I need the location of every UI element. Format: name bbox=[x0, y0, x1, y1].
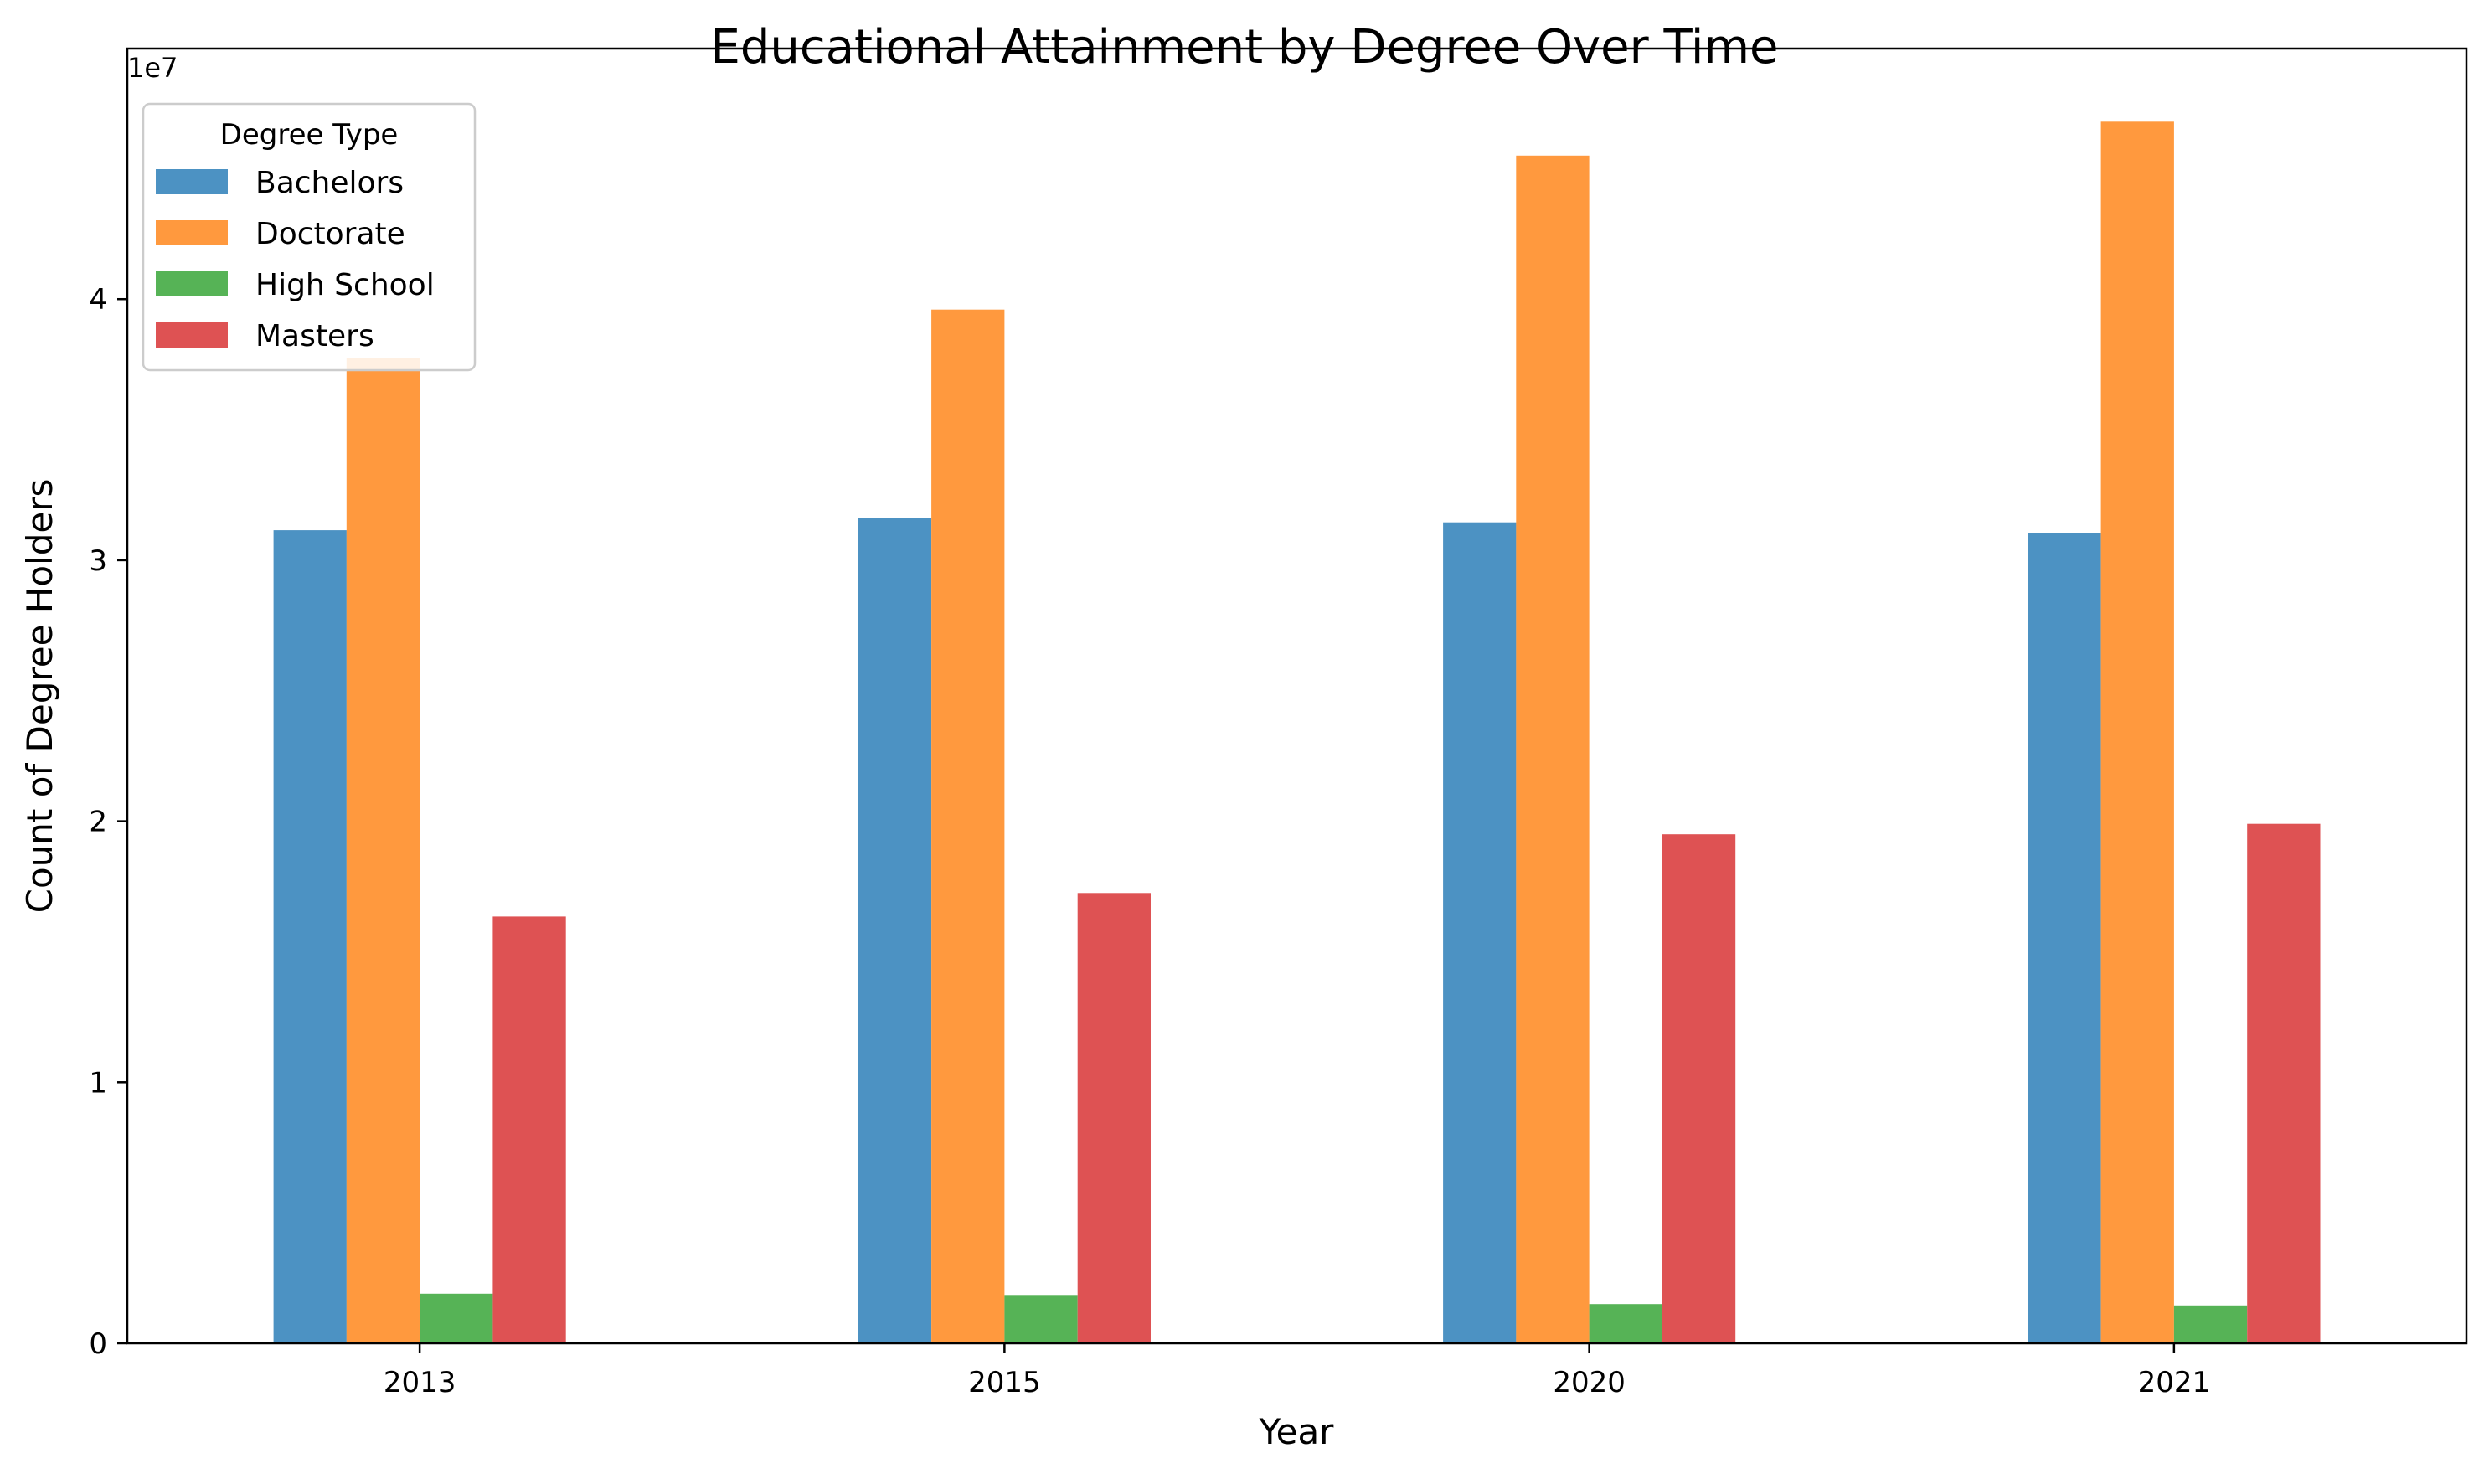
y-tick-label: 2 bbox=[89, 806, 107, 839]
x-axis-label: Year bbox=[1259, 1411, 1335, 1452]
legend-label-masters: Masters bbox=[255, 319, 374, 353]
bars-layer bbox=[273, 121, 2321, 1344]
bar-bachelors-2013 bbox=[273, 530, 347, 1343]
bar-doctorate-2013 bbox=[346, 358, 420, 1343]
y-tick-label: 3 bbox=[89, 544, 107, 578]
legend-label-bachelors: Bachelors bbox=[255, 166, 404, 200]
x-axis: 2013 2015 2020 2021 bbox=[384, 1343, 2210, 1399]
bar-doctorate-2021 bbox=[2100, 121, 2174, 1343]
bar-high-school-2020 bbox=[1589, 1304, 1662, 1343]
legend-swatch-masters bbox=[156, 322, 228, 348]
bar-high-school-2015 bbox=[1004, 1295, 1078, 1343]
legend-swatch-bachelors bbox=[156, 169, 228, 194]
bar-high-school-2021 bbox=[2173, 1305, 2248, 1343]
bar-masters-2013 bbox=[492, 916, 566, 1343]
y-tick-label: 4 bbox=[89, 283, 107, 317]
y-tick-label: 0 bbox=[89, 1327, 107, 1361]
legend-label-high-school: High School bbox=[255, 268, 435, 302]
plot-frame bbox=[126, 47, 2468, 1345]
bar-bachelors-2021 bbox=[2028, 533, 2101, 1343]
bar-doctorate-2020 bbox=[1516, 155, 1590, 1343]
legend-swatch-doctorate bbox=[156, 220, 228, 245]
legend-title: Degree Type bbox=[220, 118, 399, 152]
bar-bachelors-2020 bbox=[1443, 522, 1517, 1343]
x-tick-label: 2013 bbox=[384, 1366, 456, 1399]
x-tick-label: 2015 bbox=[968, 1366, 1041, 1399]
y-tick-label: 1 bbox=[89, 1066, 107, 1100]
bar-masters-2020 bbox=[1662, 834, 1736, 1343]
bar-doctorate-2015 bbox=[931, 309, 1005, 1344]
x-tick-label: 2020 bbox=[1553, 1366, 1626, 1399]
y-axis-offset-label: 1e7 bbox=[127, 52, 178, 84]
bar-high-school-2013 bbox=[420, 1293, 493, 1343]
legend-swatch-high-school bbox=[156, 271, 228, 296]
bar-masters-2021 bbox=[2247, 823, 2321, 1343]
chart-title: Educational Attainment by Degree Over Ti… bbox=[711, 20, 1779, 75]
x-tick-label: 2021 bbox=[2138, 1366, 2211, 1399]
legend: Degree Type Bachelors Doctorate High Schoo… bbox=[142, 102, 477, 372]
y-axis: 0 1 2 3 4 bbox=[89, 283, 127, 1361]
bar-bachelors-2015 bbox=[858, 518, 932, 1343]
legend-label-doctorate: Doctorate bbox=[255, 217, 405, 251]
bar-masters-2015 bbox=[1077, 893, 1151, 1343]
y-axis-label: Count of Degree Holders bbox=[19, 479, 60, 914]
